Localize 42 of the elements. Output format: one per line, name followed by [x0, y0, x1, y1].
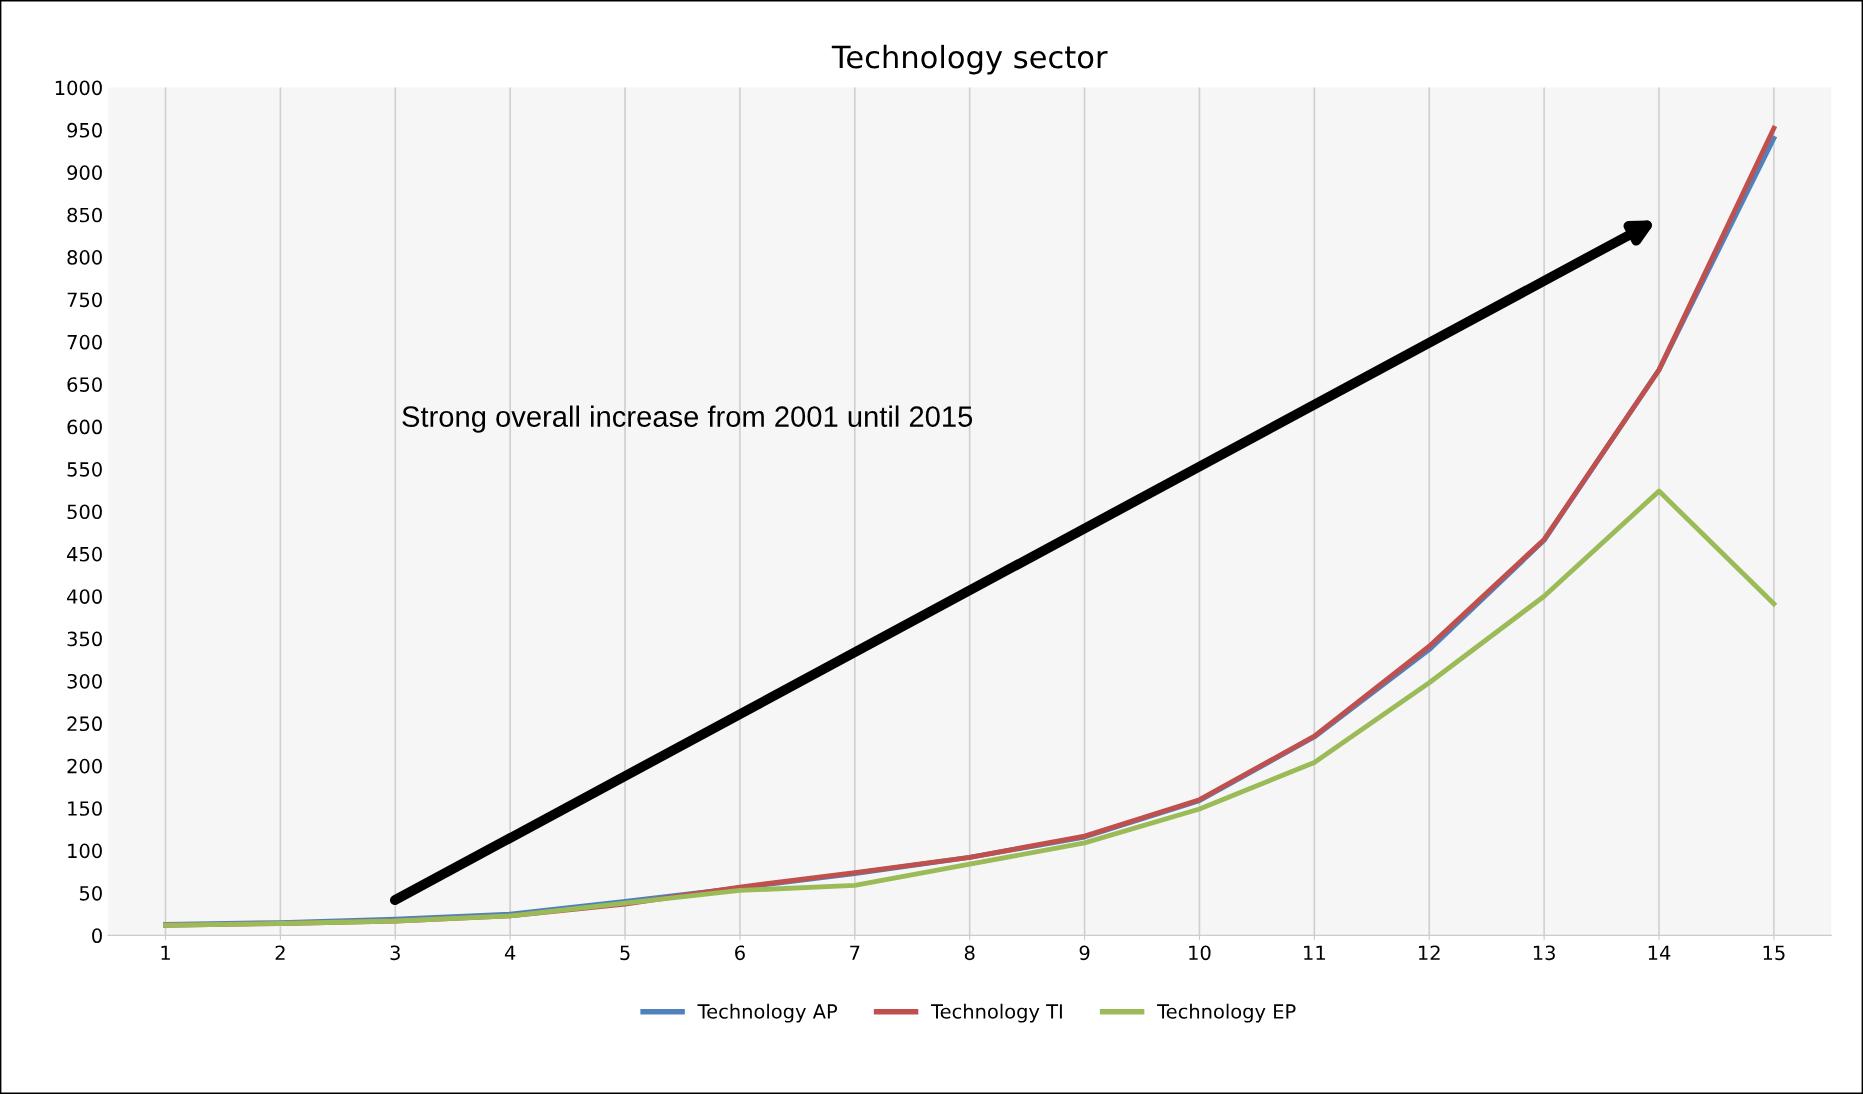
y-tick-label: 700: [67, 334, 102, 350]
y-tick-label: 200: [67, 758, 102, 774]
x-tick-label: 3: [390, 945, 400, 961]
x-tick-label: 14: [1648, 945, 1671, 960]
y-tick-label: 850: [67, 207, 102, 223]
x-tick-label: 11: [1304, 945, 1325, 960]
x-tick-label: 6: [735, 945, 745, 961]
y-tick-label: 350: [67, 631, 102, 647]
y-tick-label: 400: [67, 589, 102, 604]
y-tick-label: 500: [67, 504, 102, 520]
x-tick-label: 7: [850, 945, 860, 960]
y-tick-label: 900: [67, 165, 102, 180]
x-tick-label: 13: [1533, 945, 1555, 961]
x-tick-label: 8: [964, 945, 975, 961]
y-tick-label: 600: [67, 419, 102, 435]
legend-label: Technology TI: [931, 1003, 1062, 1023]
y-tick-label: 650: [67, 377, 102, 392]
legend-label: Technology EP: [1157, 1003, 1296, 1023]
y-tick-label: 450: [67, 546, 102, 562]
y-tick-label: 750: [67, 292, 102, 308]
x-tick-label: 10: [1189, 945, 1211, 961]
x-tick-label: 4: [504, 945, 516, 960]
y-tick-label: 1000: [55, 80, 102, 96]
y-tick-label: 550: [67, 462, 102, 477]
y-tick-label: 100: [68, 843, 102, 859]
y-tick-label: 950: [67, 122, 102, 138]
x-tick-label: 5: [620, 945, 630, 961]
x-tick-label: 9: [1079, 945, 1090, 961]
y-tick-label: 150: [68, 801, 102, 816]
line-series: [163, 488, 1777, 928]
y-tick-label: 800: [67, 250, 102, 265]
y-tick-label: 250: [67, 716, 102, 732]
y-tick-label: 300: [67, 673, 102, 689]
chart-title: Technology sector: [831, 44, 1108, 75]
annotation: Strong overall increase from 2001 until 2015: [402, 405, 973, 433]
x-tick-label: 2: [275, 945, 285, 960]
x-tick-label: 12: [1419, 945, 1440, 960]
x-tick-label: 1: [161, 945, 170, 960]
x-tick-label: 15: [1763, 945, 1785, 961]
y-tick-label: 0: [92, 928, 102, 944]
legend-label: Technology AP: [697, 1003, 838, 1023]
y-tick-label: 50: [79, 885, 102, 901]
